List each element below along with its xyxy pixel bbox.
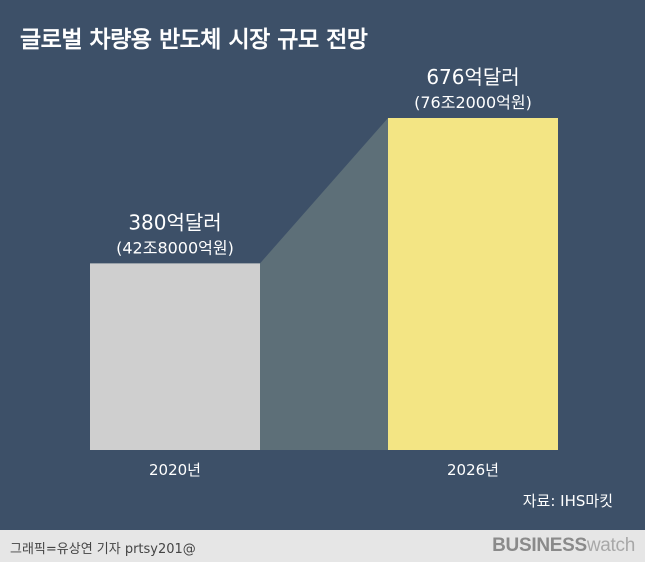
sub-label-2020: (42조8000억원)	[116, 238, 234, 257]
category-label-2026: 2026년	[447, 461, 499, 479]
graphic-credit: 그래픽=유상연 기자 prtsy201@	[10, 542, 196, 557]
growth-connector	[260, 118, 388, 450]
footer-bar: 그래픽=유상연 기자 prtsy201@ BUSINESSwatch	[0, 530, 645, 562]
bar-2026	[388, 118, 558, 450]
sub-label-2026: (76조2000억원)	[414, 93, 532, 112]
value-label-2026: 676억달러	[426, 65, 519, 89]
bar-chart: 380억달러 (42조8000억원) 676억달러 (76조2000억원) 20…	[90, 65, 558, 479]
chart-title: 글로벌 차량용 반도체 시장 규모 전망	[20, 27, 368, 53]
businesswatch-logo: BUSINESSwatch	[492, 535, 635, 556]
source-note: 자료: IHS마킷	[522, 492, 613, 510]
value-label-2020: 380억달러	[128, 210, 221, 234]
bar-2020	[90, 263, 260, 450]
category-label-2020: 2020년	[149, 461, 201, 479]
